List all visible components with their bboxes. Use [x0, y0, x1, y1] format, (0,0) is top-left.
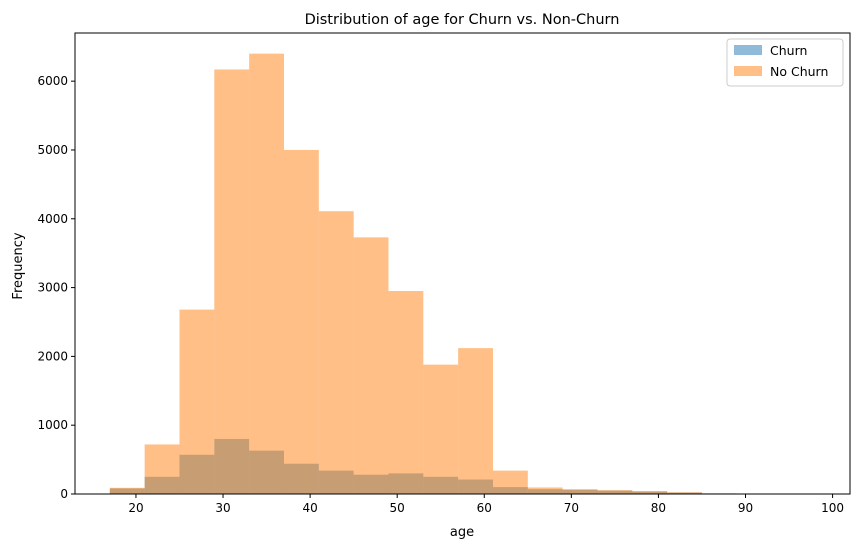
bars-layer — [109, 53, 807, 495]
x-tick-label: 40 — [302, 501, 317, 515]
bar-no-churn-12 — [527, 487, 563, 494]
bar-no-churn-0 — [109, 487, 145, 494]
x-tick-label: 70 — [564, 501, 579, 515]
bar-no-churn-13 — [562, 489, 598, 494]
bar-no-churn-1 — [144, 444, 180, 494]
bar-no-churn-9 — [423, 364, 459, 494]
bar-no-churn-5 — [283, 149, 319, 494]
x-tick-label: 80 — [651, 501, 666, 515]
bar-no-churn-7 — [353, 237, 389, 494]
legend: Churn No Churn — [726, 38, 844, 87]
y-tick-label: 6000 — [37, 74, 68, 88]
y-tick-label: 3000 — [37, 281, 68, 295]
y-tick-label: 5000 — [37, 143, 68, 157]
chart-title: Distribution of age for Churn vs. Non-Ch… — [305, 12, 620, 28]
bar-no-churn-8 — [388, 291, 424, 494]
legend-swatch-no-churn — [734, 66, 762, 76]
x-axis-label: age — [450, 525, 474, 540]
bar-no-churn-15 — [632, 491, 668, 494]
y-tick-label: 1000 — [37, 418, 68, 432]
y-tick-label: 0 — [60, 487, 68, 501]
y-tick-label: 4000 — [37, 212, 68, 226]
bar-no-churn-14 — [597, 490, 633, 494]
y-axis-label: Frequency — [11, 232, 26, 299]
bar-no-churn-3 — [214, 69, 250, 494]
axes-layer: 20 30 40 50 60 70 80 90 100010002000300040005000… — [37, 32, 851, 515]
x-tick-label: 100 — [821, 501, 844, 515]
x-tick-label: 60 — [477, 501, 492, 515]
x-tick-label: 20 — [128, 501, 143, 515]
bar-no-churn-4 — [249, 53, 284, 495]
x-tick-label: 50 — [390, 501, 405, 515]
plot-frame — [74, 32, 851, 495]
legend-label-no-churn: No Churn — [770, 64, 828, 79]
x-tick-label: 90 — [738, 501, 753, 515]
legend-swatch-churn — [734, 45, 762, 55]
x-tick-label: 30 — [215, 501, 230, 515]
bar-no-churn-2 — [179, 309, 215, 494]
y-tick-label: 2000 — [37, 349, 68, 363]
legend-label-churn: Churn — [770, 43, 807, 58]
bar-no-churn-16 — [667, 492, 702, 494]
bar-no-churn-11 — [492, 470, 528, 494]
bar-no-churn-6 — [318, 211, 354, 494]
bar-no-churn-10 — [458, 348, 493, 494]
